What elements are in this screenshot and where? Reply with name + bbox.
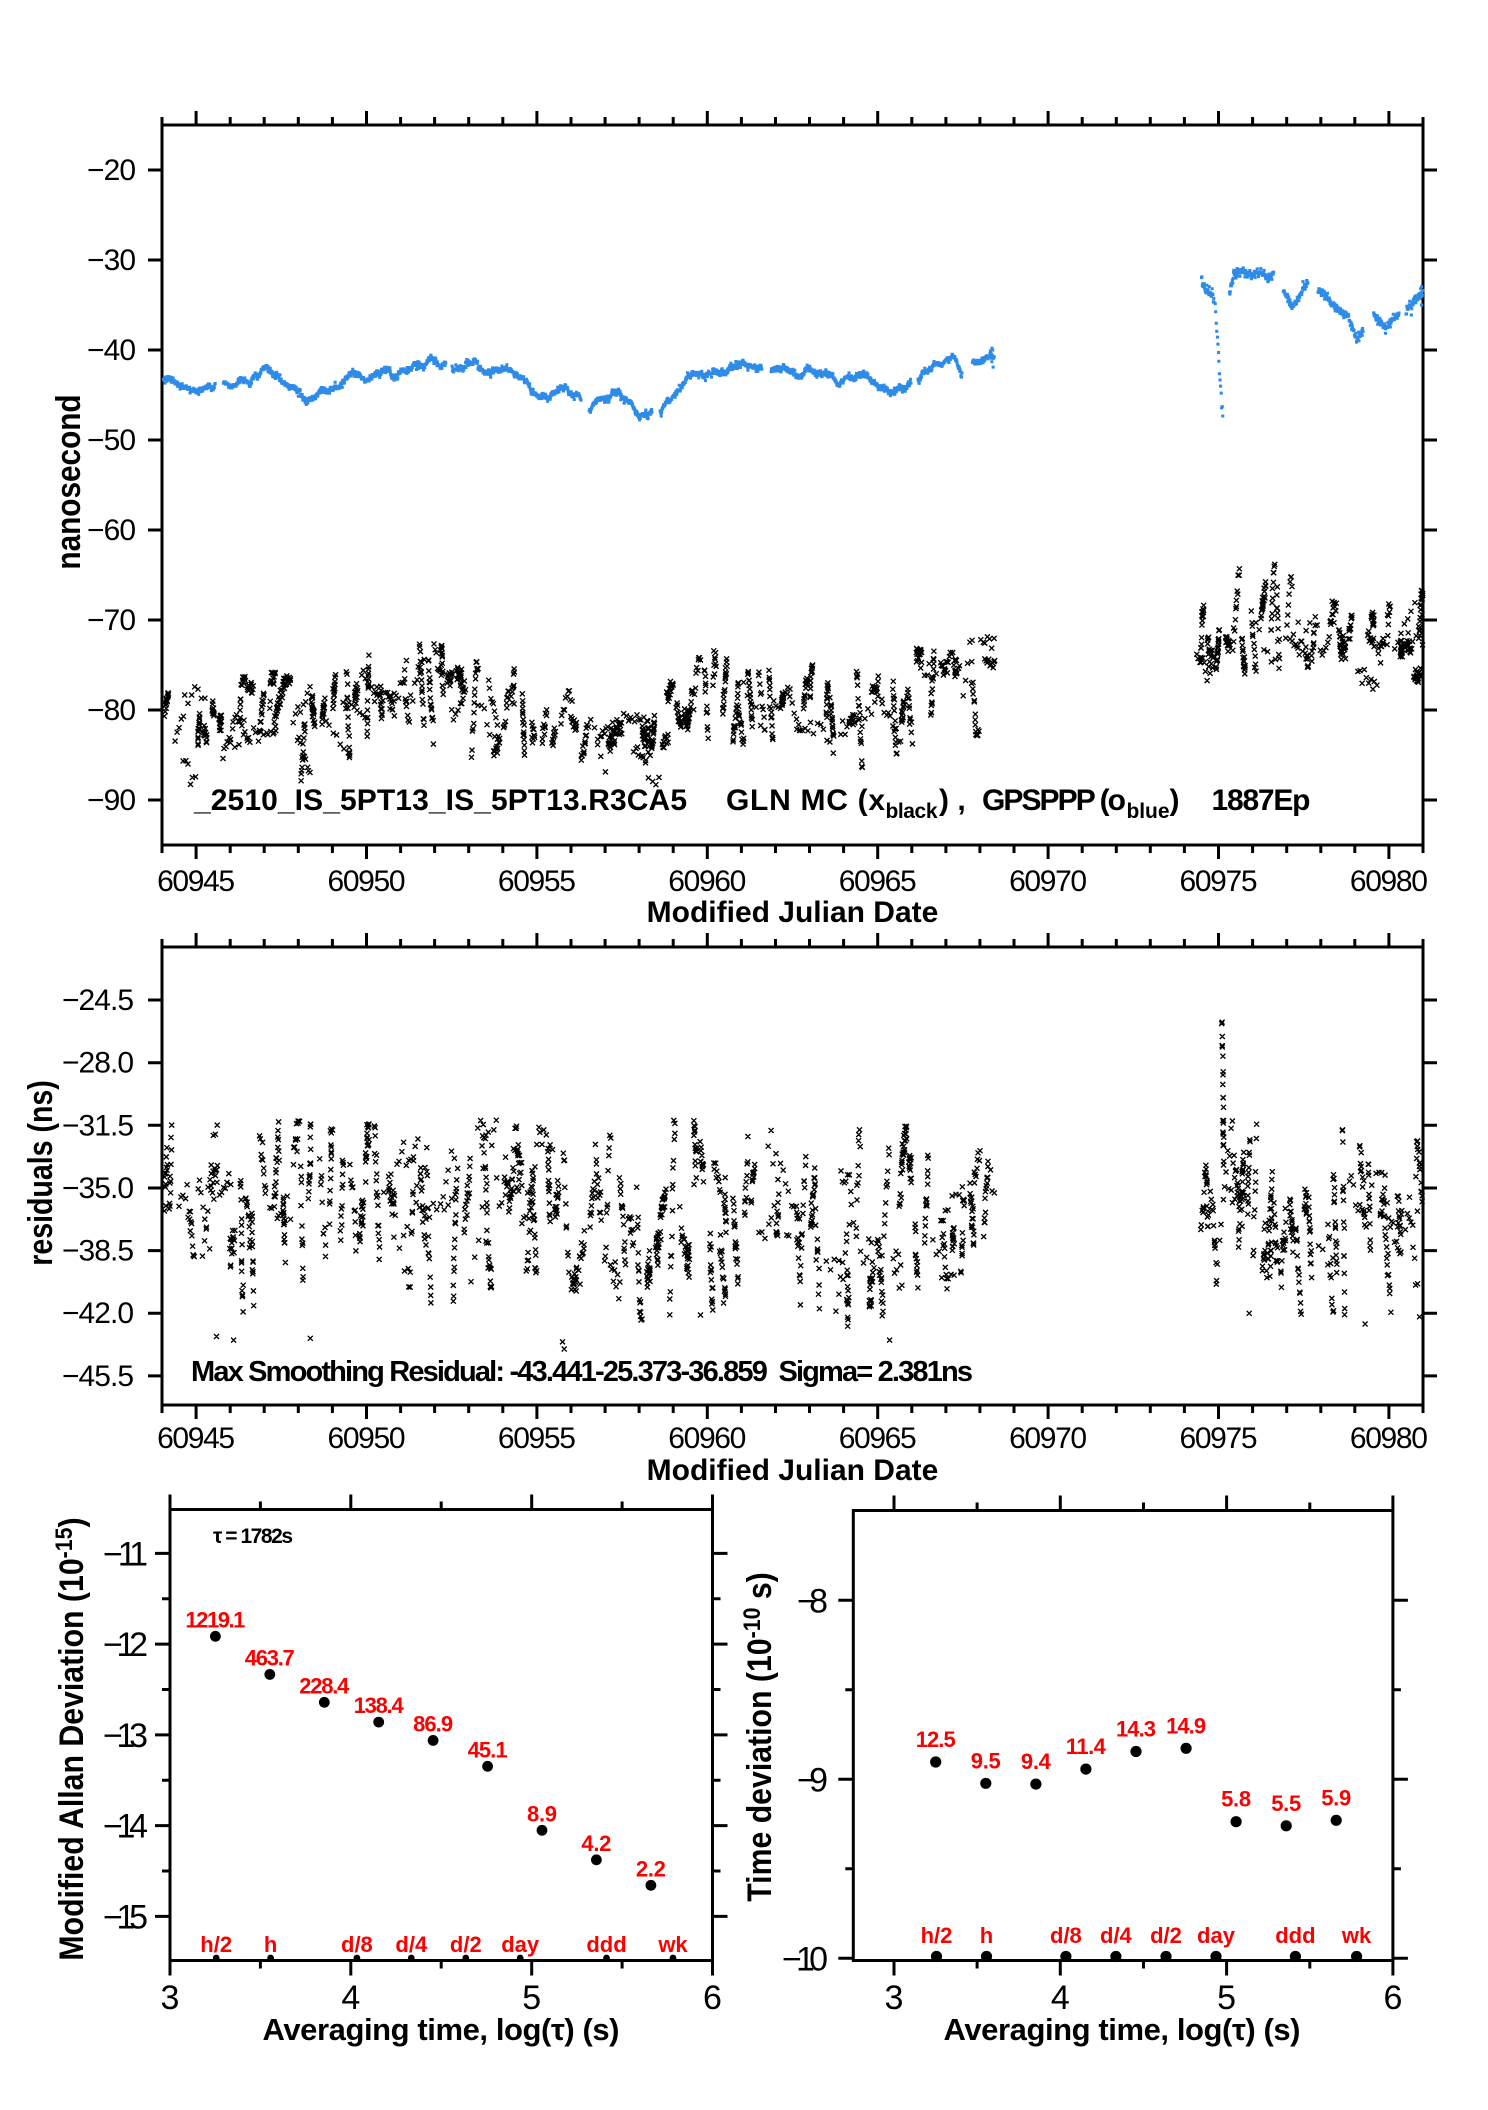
svg-text:Modified Julian Date: Modified Julian Date <box>647 896 939 929</box>
svg-text:9.4: 9.4 <box>1021 1749 1052 1774</box>
svg-text:GLN MC (x: GLN MC (x <box>726 784 885 817</box>
svg-text:4: 4 <box>1051 1979 1070 2017</box>
svg-text:−24.5: −24.5 <box>62 984 134 1017</box>
svg-text:60960: 60960 <box>668 865 746 898</box>
svg-text:60960: 60960 <box>668 1422 746 1455</box>
svg-text:9.5: 9.5 <box>971 1748 1001 1773</box>
svg-text:60970: 60970 <box>1009 1422 1087 1455</box>
svg-text:60955: 60955 <box>498 1422 576 1455</box>
svg-text:Modified Julian Date: Modified Julian Date <box>647 1454 939 1487</box>
svg-text:6: 6 <box>703 1979 722 2017</box>
svg-text:−40: −40 <box>87 334 136 367</box>
svg-text:−35.0: −35.0 <box>62 1172 134 1205</box>
svg-text:−90: −90 <box>87 784 136 817</box>
svg-text:ddd: ddd <box>1275 1923 1315 1948</box>
svg-text:−9: −9 <box>797 1761 828 1799</box>
svg-text:d/8: d/8 <box>1050 1923 1082 1948</box>
svg-text:−30: −30 <box>87 244 136 277</box>
svg-text:4.2: 4.2 <box>581 1831 611 1856</box>
svg-text:86.9: 86.9 <box>413 1711 453 1736</box>
svg-text:60975: 60975 <box>1180 865 1258 898</box>
svg-text:60980: 60980 <box>1350 865 1428 898</box>
svg-text:GPSPPP (o: GPSPPP (o <box>982 784 1126 817</box>
svg-text:Averaging time, log(τ) (s): Averaging time, log(τ) (s) <box>263 2012 620 2047</box>
svg-text:h/2: h/2 <box>921 1923 953 1948</box>
svg-text:−14: −14 <box>103 1808 148 1846</box>
svg-text:−80: −80 <box>87 694 136 727</box>
svg-text:) ,: ) , <box>939 784 966 817</box>
svg-text:−50: −50 <box>87 424 136 457</box>
svg-text:d/4: d/4 <box>395 1932 428 1957</box>
svg-text:60945: 60945 <box>157 1422 235 1455</box>
svg-text:60945: 60945 <box>157 865 235 898</box>
svg-text:day: day <box>501 1932 540 1957</box>
svg-text:228.4: 228.4 <box>299 1673 350 1698</box>
svg-text:138.4: 138.4 <box>354 1693 405 1718</box>
svg-text:1887Ep: 1887Ep <box>1212 784 1311 817</box>
svg-text:−8: −8 <box>797 1582 828 1620</box>
svg-text:60965: 60965 <box>839 1422 917 1455</box>
svg-text:−38.5: −38.5 <box>62 1235 134 1268</box>
svg-text:5.9: 5.9 <box>1321 1785 1351 1810</box>
svg-text:wk: wk <box>657 1932 688 1957</box>
svg-text:12.5: 12.5 <box>916 1727 956 1752</box>
svg-text:14.9: 14.9 <box>1166 1713 1206 1738</box>
svg-text:−70: −70 <box>87 604 136 637</box>
svg-text:60950: 60950 <box>328 1422 406 1455</box>
svg-text:d/2: d/2 <box>450 1932 482 1957</box>
svg-text:residuals (ns): residuals (ns) <box>22 1080 60 1266</box>
svg-text:wk: wk <box>1341 1923 1372 1948</box>
svg-text:black: black <box>886 800 938 823</box>
svg-text:8.9: 8.9 <box>527 1801 557 1826</box>
svg-text:h: h <box>980 1923 993 1948</box>
svg-text:Modified Allan Deviation (10-1: Modified Allan Deviation (10-15) <box>50 1517 91 1960</box>
svg-text:): ) <box>1170 784 1180 817</box>
svg-text:−13: −13 <box>103 1717 148 1755</box>
svg-text:11.4: 11.4 <box>1066 1734 1107 1759</box>
svg-text:5.8: 5.8 <box>1221 1787 1251 1812</box>
svg-text:blue: blue <box>1127 800 1170 823</box>
svg-text:14.3: 14.3 <box>1116 1717 1156 1742</box>
svg-text:5: 5 <box>1217 1979 1236 2017</box>
svg-text:60975: 60975 <box>1180 1422 1258 1455</box>
svg-text:−45.5: −45.5 <box>62 1360 134 1393</box>
svg-text:τ = 1782s: τ = 1782s <box>213 1525 293 1548</box>
svg-text:ddd: ddd <box>586 1932 626 1957</box>
svg-text:3: 3 <box>885 1979 904 2017</box>
svg-text:−11: −11 <box>103 1535 148 1573</box>
svg-text:Max Smoothing Residual: -43.44: Max Smoothing Residual: -43.441-25.373-3… <box>191 1356 973 1388</box>
svg-text:−20: −20 <box>87 154 136 187</box>
svg-text:60955: 60955 <box>498 865 576 898</box>
svg-text:2.2: 2.2 <box>636 1856 666 1881</box>
svg-text:_2510_IS_5PT13_IS_5PT13.R3CA5: _2510_IS_5PT13_IS_5PT13.R3CA5 <box>193 784 687 817</box>
svg-text:60970: 60970 <box>1009 865 1087 898</box>
svg-text:−15: −15 <box>103 1898 148 1936</box>
svg-text:h/2: h/2 <box>200 1932 232 1957</box>
svg-text:−28.0: −28.0 <box>62 1047 134 1080</box>
svg-text:d/4: d/4 <box>1100 1923 1133 1948</box>
svg-text:−31.5: −31.5 <box>62 1109 134 1142</box>
svg-text:Averaging time, log(τ) (s): Averaging time, log(τ) (s) <box>944 2012 1301 2047</box>
svg-text:−12: −12 <box>103 1626 148 1664</box>
svg-text:4: 4 <box>341 1979 360 2017</box>
svg-text:−10: −10 <box>782 1940 828 1978</box>
svg-text:−42.0: −42.0 <box>62 1297 134 1330</box>
svg-text:5: 5 <box>522 1979 541 2017</box>
svg-text:day: day <box>1197 1923 1236 1948</box>
svg-text:45.1: 45.1 <box>468 1737 508 1762</box>
svg-text:5.5: 5.5 <box>1271 1791 1301 1816</box>
svg-text:nanosecond: nanosecond <box>49 394 87 569</box>
svg-text:60980: 60980 <box>1350 1422 1428 1455</box>
svg-text:60965: 60965 <box>839 865 917 898</box>
svg-text:−60: −60 <box>87 514 136 547</box>
svg-text:1219.1: 1219.1 <box>185 1607 245 1632</box>
svg-text:60950: 60950 <box>328 865 406 898</box>
svg-text:d/8: d/8 <box>341 1932 373 1957</box>
svg-text:h: h <box>264 1932 277 1957</box>
svg-text:463.7: 463.7 <box>245 1645 295 1670</box>
svg-text:3: 3 <box>161 1979 180 2017</box>
svg-text:d/2: d/2 <box>1150 1923 1182 1948</box>
svg-text:6: 6 <box>1383 1979 1402 2017</box>
